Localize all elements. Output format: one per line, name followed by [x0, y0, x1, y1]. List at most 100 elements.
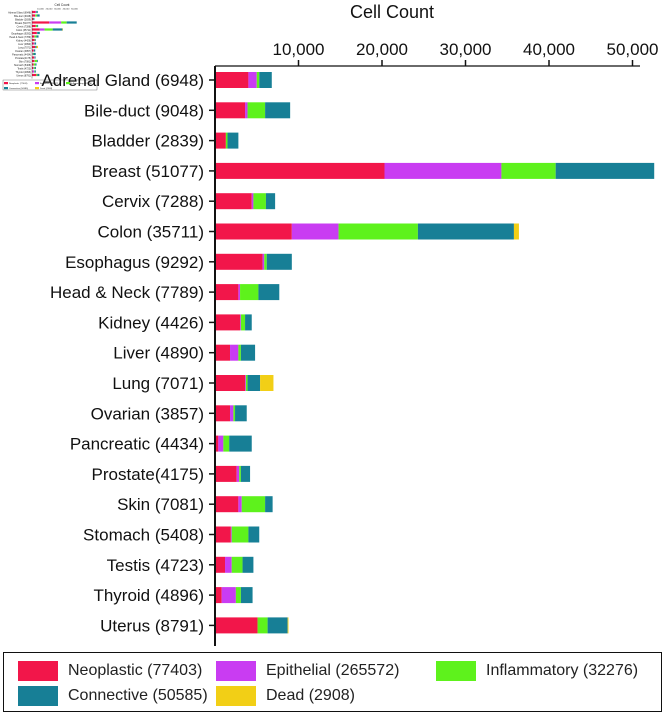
thumb-bar [32, 24, 36, 28]
thumb-category-label: Bile-duct (9048) [14, 15, 31, 18]
bar-epithelial [251, 193, 254, 210]
bar-epithelial [230, 344, 239, 361]
bar-neoplastic [215, 223, 292, 240]
thumb-tick-label: 20,000 [46, 9, 53, 11]
legend: Neoplastic (77403) Epithelial (265572) Inf… [3, 652, 662, 712]
thumb-bar [33, 66, 35, 70]
thumb-bar [32, 31, 37, 35]
thumb-bar [37, 24, 39, 28]
thumb-legend-box [2, 79, 98, 91]
thumb-legend-label: Dead (2908) [40, 88, 52, 90]
legend-swatch [18, 661, 58, 681]
thumb-category-label: Pancreatic (4434) [12, 53, 31, 56]
category-label: Breast (51077) [92, 162, 204, 181]
thumb-legend-label: Neoplastic (77403) [9, 82, 28, 85]
bar-neoplastic [215, 375, 246, 391]
bar-connective [555, 162, 655, 179]
thumb-bar [35, 24, 38, 28]
legend-label: Connective (50585) [68, 687, 208, 704]
bar-epithelial [221, 587, 236, 604]
x-tick-label: 40,000 [523, 40, 575, 59]
bar-epithelial [245, 102, 248, 119]
thumb-bar [32, 59, 35, 63]
thumb-bar [37, 14, 40, 17]
bar-inflammatory [241, 496, 266, 513]
bar-connective [240, 465, 251, 482]
bar-inflammatory [235, 587, 241, 604]
thumb-tick-label: 10,000 [37, 9, 44, 11]
bar-connective [265, 496, 273, 513]
bar-inflammatory [240, 284, 259, 301]
legend-item-connective: Connective (50585) [18, 686, 208, 706]
thumb-category-label: Prostate(4175) [15, 57, 31, 60]
bar-connective [240, 344, 256, 361]
bar-connective [267, 617, 288, 634]
legend-label: Inflammatory (32276) [486, 662, 639, 679]
thumb-category-label: Lung (7071) [18, 46, 31, 49]
thumb-category-label: Bladder (2839) [15, 18, 31, 21]
bar-epithelial [230, 405, 234, 422]
thumb-tick-label: 30,000 [54, 9, 61, 11]
bar-dead [287, 617, 289, 634]
thumb-category-label: Liver (4890) [18, 43, 31, 46]
bar-connective [227, 132, 239, 149]
category-label: Ovarian (3857) [91, 404, 204, 423]
thumb-category-label: Uterus (8791) [16, 74, 31, 77]
bar-epithelial [248, 72, 257, 88]
category-label: Cervix (7288) [102, 192, 204, 211]
thumb-bar [39, 28, 45, 31]
bar-connective [417, 223, 514, 240]
thumb-bar [32, 70, 33, 73]
category-label: Prostate(4175) [92, 465, 204, 484]
bar-inflammatory [223, 435, 230, 452]
bar-connective [229, 435, 252, 452]
bar-neoplastic [215, 587, 222, 604]
thumb-bar [37, 59, 38, 63]
thumb-bar [32, 66, 34, 70]
bar-epithelial [230, 526, 232, 543]
thumb-bar [32, 28, 40, 31]
category-label: Testis (4723) [107, 556, 204, 575]
bar-neoplastic [215, 102, 246, 119]
legend-item-inflammatory: Inflammatory (32276) [436, 661, 638, 681]
bar-epithelial [218, 435, 224, 452]
thumb-legend-swatch [4, 87, 8, 90]
x-tick-label: 10,000 [273, 40, 325, 59]
thumb-bar [52, 28, 63, 31]
thumb-bar [35, 14, 38, 17]
thumb-category-label: Ovarian (3857) [15, 50, 31, 53]
bar-inflammatory [231, 556, 243, 573]
thumb-bar [36, 73, 38, 77]
thumb-category-label: Thyroid (4896) [15, 71, 31, 74]
bar-inflammatory [239, 465, 241, 482]
category-label: Skin (7081) [117, 495, 204, 514]
category-label: Head & Neck (7789) [50, 283, 204, 302]
thumb-bar [44, 28, 53, 31]
thumb-bar [34, 35, 37, 38]
bar-neoplastic [215, 193, 252, 210]
thumb-category-label: Kidney (4426) [16, 39, 31, 42]
legend-swatch [18, 686, 58, 706]
bar-inflammatory [256, 72, 260, 88]
thumb-bar [32, 21, 50, 24]
thumb-bar [37, 73, 40, 77]
thumb-category-label: Cervix (7288) [17, 25, 32, 28]
thumb-bar [33, 42, 35, 45]
thumb-legend-label: Inflammatory (32276) [71, 82, 92, 85]
x-tick-label: 20,000 [356, 40, 408, 59]
thumb-bar [32, 70, 35, 73]
thumb-title: Cell Count [55, 3, 70, 7]
bar-connective [247, 375, 261, 391]
bar-inflammatory [501, 162, 556, 179]
thumb-category-label: Esophagus (9292) [11, 32, 31, 35]
thumb-bar [32, 10, 36, 14]
bar-inflammatory [253, 193, 266, 210]
thumb-legend-label: Connective (50585) [9, 87, 28, 90]
thumb-bar [32, 45, 36, 49]
legend-swatch [216, 661, 256, 681]
thumb-bar [32, 35, 35, 38]
bar-epithelial [236, 465, 240, 482]
thumb-category-label: Adrenal Gland (6948) [8, 11, 31, 14]
thumb-legend-swatch [4, 82, 8, 85]
